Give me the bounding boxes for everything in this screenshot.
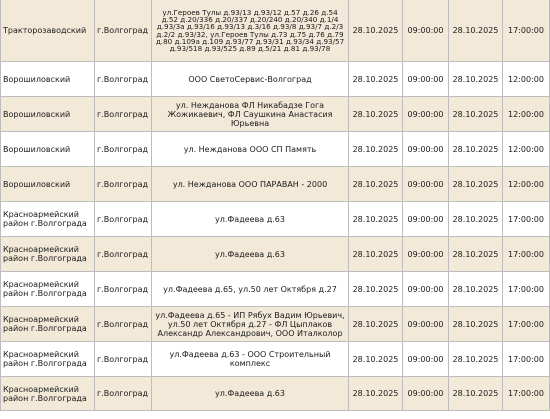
end-time-cell: 17:00:00 <box>502 306 550 342</box>
table-row: Красноармейский район г.Волгограда г.Волг… <box>0 236 550 272</box>
end-date-cell: 28.10.2025 <box>448 341 503 377</box>
city-cell: г.Волгоград <box>94 166 152 202</box>
table-row: Красноармейский район г.Волгограда г.Волг… <box>0 201 550 237</box>
end-time-cell: 17:00:00 <box>502 376 550 411</box>
start-time-cell: 09:00:00 <box>402 376 449 411</box>
start-time-cell: 09:00:00 <box>402 131 449 167</box>
table-row: Красноармейский район г.Волгограда г.Волг… <box>0 306 550 342</box>
end-time-cell: 17:00:00 <box>502 201 550 237</box>
end-time-cell: 12:00:00 <box>502 166 550 202</box>
start-date-cell: 28.10.2025 <box>348 96 403 132</box>
end-date-cell: 28.10.2025 <box>448 96 503 132</box>
address-cell: ООО СветоСервис-Волгоград <box>151 61 349 97</box>
city-cell: г.Волгоград <box>94 61 152 97</box>
end-date-cell: 28.10.2025 <box>448 61 503 97</box>
district-cell: Ворошиловский <box>0 96 95 132</box>
table-row: Ворошиловский г.Волгоград ул. Нежданова ОО… <box>0 166 550 202</box>
address-cell: ул. Нежданова ООО СП Память <box>151 131 349 167</box>
end-time-cell: 12:00:00 <box>502 96 550 132</box>
district-cell: Красноармейский район г.Волгограда <box>0 376 95 411</box>
end-time-cell: 17:00:00 <box>502 236 550 272</box>
city-cell: г.Волгоград <box>94 306 152 342</box>
end-date-cell: 28.10.2025 <box>448 201 503 237</box>
city-cell: г.Волгоград <box>94 96 152 132</box>
start-time-cell: 09:00:00 <box>402 61 449 97</box>
start-date-cell: 28.10.2025 <box>348 306 403 342</box>
end-date-cell: 28.10.2025 <box>448 131 503 167</box>
start-date-cell: 28.10.2025 <box>348 131 403 167</box>
start-date-cell: 28.10.2025 <box>348 0 403 62</box>
start-time-cell: 09:00:00 <box>402 96 449 132</box>
table-row: Красноармейский район г.Волгограда г.Волг… <box>0 341 550 377</box>
address-cell: ул.Фадеева д.63 <box>151 236 349 272</box>
address-cell: ул. Нежданова ФЛ Никабадзе Гога Жожикаев… <box>151 96 349 132</box>
start-time-cell: 09:00:00 <box>402 236 449 272</box>
start-date-cell: 28.10.2025 <box>348 201 403 237</box>
address-cell: ул.Фадеева д.63 <box>151 201 349 237</box>
start-time-cell: 09:00:00 <box>402 341 449 377</box>
start-date-cell: 28.10.2025 <box>348 236 403 272</box>
end-date-cell: 28.10.2025 <box>448 166 503 202</box>
address-cell: ул.Фадеева д.65 - ИП Рябух Вадим Юрьевич… <box>151 306 349 342</box>
start-date-cell: 28.10.2025 <box>348 61 403 97</box>
end-date-cell: 28.10.2025 <box>448 306 503 342</box>
end-date-cell: 28.10.2025 <box>448 376 503 411</box>
address-cell: ул.Фадеева д.63 - ООО Строительный компл… <box>151 341 349 377</box>
district-cell: Красноармейский район г.Волгограда <box>0 306 95 342</box>
city-cell: г.Волгоград <box>94 131 152 167</box>
start-time-cell: 09:00:00 <box>402 166 449 202</box>
start-time-cell: 09:00:00 <box>402 271 449 307</box>
address-cell: ул.Фадеева д.65, ул.50 лет Октября д.27 <box>151 271 349 307</box>
address-cell: ул.Героев Тулы д.93/13 д.93/12 д.57 д.26… <box>151 0 349 62</box>
start-date-cell: 28.10.2025 <box>348 341 403 377</box>
end-time-cell: 12:00:00 <box>502 131 550 167</box>
city-cell: г.Волгоград <box>94 201 152 237</box>
start-time-cell: 09:00:00 <box>402 0 449 62</box>
table-row: Ворошиловский г.Волгоград ООО СветоСервис-… <box>0 61 550 97</box>
start-time-cell: 09:00:00 <box>402 201 449 237</box>
district-cell: Ворошиловский <box>0 61 95 97</box>
end-date-cell: 28.10.2025 <box>448 0 503 62</box>
start-date-cell: 28.10.2025 <box>348 376 403 411</box>
district-cell: Тракторозаводский <box>0 0 95 62</box>
district-cell: Ворошиловский <box>0 131 95 167</box>
district-cell: Красноармейский район г.Волгограда <box>0 201 95 237</box>
district-cell: Ворошиловский <box>0 166 95 202</box>
city-cell: г.Волгоград <box>94 0 152 62</box>
end-time-cell: 17:00:00 <box>502 0 550 62</box>
end-date-cell: 28.10.2025 <box>448 236 503 272</box>
table-row: Красноармейский район г.Волгограда г.Волг… <box>0 376 550 411</box>
city-cell: г.Волгоград <box>94 376 152 411</box>
district-cell: Красноармейский район г.Волгограда <box>0 236 95 272</box>
end-date-cell: 28.10.2025 <box>448 271 503 307</box>
city-cell: г.Волгоград <box>94 236 152 272</box>
district-cell: Красноармейский район г.Волгограда <box>0 341 95 377</box>
city-cell: г.Волгоград <box>94 271 152 307</box>
address-cell: ул. Нежданова ООО ПАРАВАН - 2000 <box>151 166 349 202</box>
end-time-cell: 17:00:00 <box>502 271 550 307</box>
start-time-cell: 09:00:00 <box>402 306 449 342</box>
end-time-cell: 17:00:00 <box>502 341 550 377</box>
end-time-cell: 12:00:00 <box>502 61 550 97</box>
start-date-cell: 28.10.2025 <box>348 271 403 307</box>
start-date-cell: 28.10.2025 <box>348 166 403 202</box>
address-cell: ул.Фадеева д.63 <box>151 376 349 411</box>
table-row: Тракторозаводский г.Волгоград ул.Героев Ту… <box>0 0 550 62</box>
city-cell: г.Волгоград <box>94 341 152 377</box>
table-row: Ворошиловский г.Волгоград ул. Нежданова ОО… <box>0 131 550 167</box>
table-row: Красноармейский район г.Волгограда г.Волг… <box>0 271 550 307</box>
table-row: Ворошиловский г.Волгоград ул. Нежданова ФЛ… <box>0 96 550 132</box>
district-cell: Красноармейский район г.Волгограда <box>0 271 95 307</box>
